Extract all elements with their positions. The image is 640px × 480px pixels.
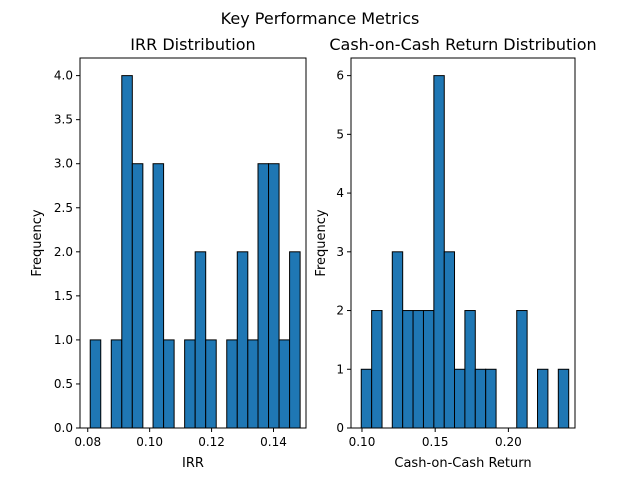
- irr-x-tick-label: 0.08: [74, 435, 101, 449]
- coc-x-ticks: 0.10 0.15 0.20: [349, 428, 522, 449]
- irr-y-tick-label: 3.5: [54, 113, 73, 127]
- irr-y-tick-label: 2.5: [54, 201, 73, 215]
- coc-y-tick-label: 0: [336, 421, 344, 435]
- coc-axes-frame: [350, 57, 576, 429]
- coc-y-tick-label: 1: [336, 362, 344, 376]
- irr-bar: [289, 251, 301, 429]
- irr-y-tick-label: 4.0: [54, 69, 73, 83]
- coc-bar: [454, 368, 466, 429]
- irr-x-tick-label: 0.12: [198, 435, 225, 449]
- coc-bar: [537, 368, 549, 429]
- irr-y-ticks: 0.0 0.5 1.0 1.5 2.0 2.5 3.0 3.5 4.0: [54, 69, 80, 435]
- coc-bar: [557, 368, 570, 429]
- irr-panel-title: IRR Distribution: [130, 35, 255, 54]
- coc-y-tick-label: 3: [336, 245, 344, 259]
- irr-bar: [152, 163, 165, 429]
- irr-bar: [131, 163, 144, 429]
- coc-histogram-panel: Cash-on-Cash Return Distribution Cash-on…: [314, 35, 597, 471]
- coc-bar: [391, 251, 404, 429]
- coc-x-tick-label: 0.10: [349, 435, 376, 449]
- figure-title: Key Performance Metrics: [221, 9, 420, 28]
- coc-x-tick-label: 0.20: [495, 435, 522, 449]
- irr-bar: [184, 339, 196, 429]
- coc-bar: [485, 368, 497, 429]
- coc-bar: [422, 310, 435, 429]
- coc-x-axis-label: Cash-on-Cash Return: [394, 456, 531, 471]
- coc-bars: [360, 75, 570, 429]
- irr-bar: [89, 339, 102, 429]
- irr-bar: [247, 339, 259, 429]
- irr-histogram-panel: IRR Distribution IRR Frequency 0.08 0.10 0…: [30, 35, 307, 471]
- irr-axes-frame: [79, 57, 307, 429]
- irr-bar: [278, 339, 291, 429]
- coc-bar: [443, 251, 456, 429]
- coc-bar: [464, 310, 476, 429]
- coc-bar: [360, 368, 373, 429]
- irr-bar: [257, 163, 270, 429]
- coc-bar: [402, 310, 414, 429]
- coc-bar: [474, 368, 487, 429]
- coc-y-tick-label: 5: [336, 127, 344, 141]
- irr-y-tick-label: 0.0: [54, 421, 73, 435]
- irr-x-tick-label: 0.10: [136, 435, 163, 449]
- irr-y-tick-label: 1.5: [54, 289, 73, 303]
- irr-bar: [205, 339, 217, 429]
- coc-bar: [433, 75, 445, 429]
- coc-panel-title: Cash-on-Cash Return Distribution: [329, 35, 596, 54]
- coc-y-tick-label: 4: [336, 186, 344, 200]
- irr-y-axis-label: Frequency: [30, 209, 45, 276]
- irr-y-tick-label: 1.0: [54, 333, 73, 347]
- coc-y-ticks: 0 1 2 3 4 5 6: [336, 69, 351, 435]
- coc-bar: [371, 310, 383, 429]
- irr-bar: [194, 251, 207, 429]
- coc-bar: [412, 310, 424, 429]
- irr-bar: [121, 75, 133, 429]
- coc-y-tick-label: 2: [336, 304, 344, 318]
- irr-y-tick-label: 2.0: [54, 245, 73, 259]
- irr-bar: [110, 339, 123, 429]
- irr-y-tick-label: 0.5: [54, 377, 73, 391]
- coc-y-tick-label: 6: [336, 69, 344, 83]
- coc-x-tick-label: 0.15: [422, 435, 449, 449]
- coc-y-axis-label: Frequency: [314, 209, 329, 276]
- irr-x-axis-label: IRR: [182, 456, 204, 471]
- irr-bar: [236, 251, 249, 429]
- irr-y-tick-label: 3.0: [54, 157, 73, 171]
- irr-x-ticks: 0.08 0.10 0.12 0.14: [74, 428, 287, 449]
- irr-bar: [226, 339, 238, 429]
- irr-bar: [163, 339, 175, 429]
- coc-bar: [516, 310, 528, 429]
- irr-bar: [268, 163, 280, 429]
- irr-x-tick-label: 0.14: [260, 435, 287, 449]
